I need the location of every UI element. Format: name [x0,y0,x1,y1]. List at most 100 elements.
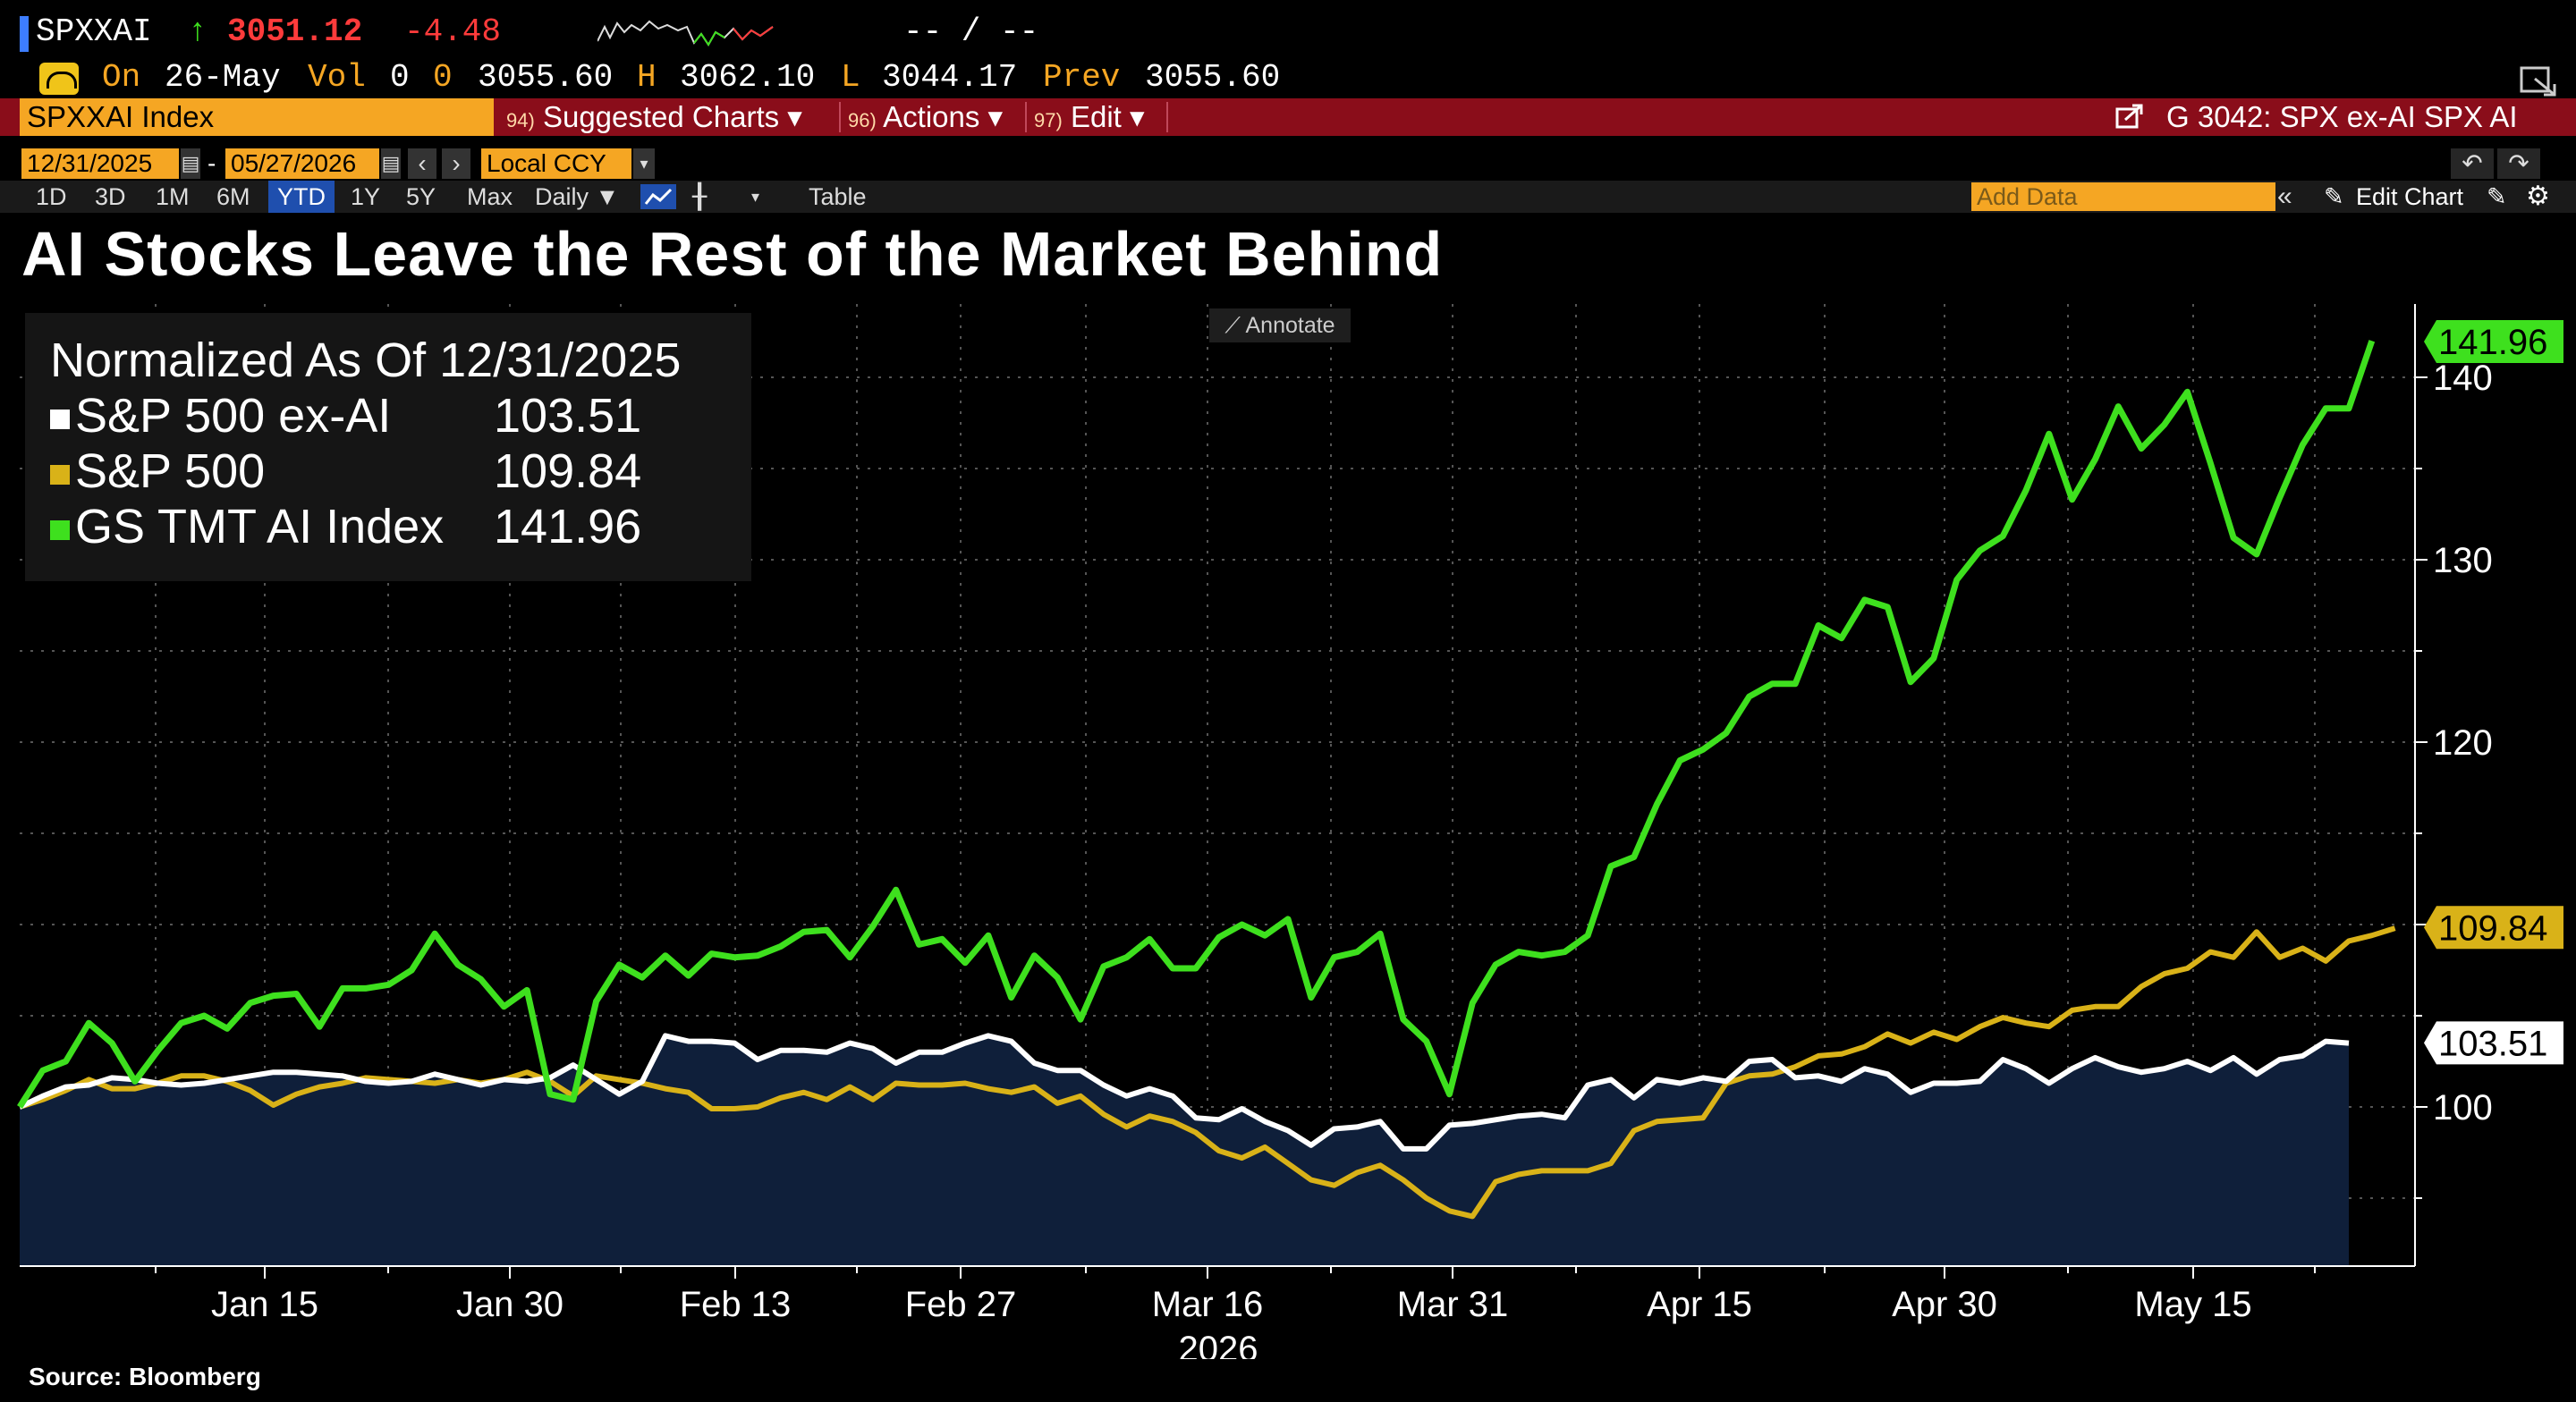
x-tick-label: Feb 27 [905,1285,1017,1324]
date-dash: - [208,149,216,177]
high-label: H [637,59,657,96]
gauge-icon[interactable] [39,63,79,95]
x-tick-label: May 15 [2134,1285,2251,1324]
badge-gs-tmt-ai: 141.96 [2424,320,2563,364]
y-tick-label: 130 [2433,541,2493,580]
legend-item-gs-tmt-ai: GS TMT AI Index 141.96 [50,499,641,554]
tf-max[interactable]: Max [467,183,513,210]
edit-chart-button[interactable]: Edit Chart [2356,183,2464,210]
annotate-label: Annotate [1245,313,1335,338]
x-axis: Jan 15 Jan 30 Feb 13 Feb 27 Mar 16 Mar 31 Apr … [155,1266,2316,1359]
tf-5y[interactable]: 5Y [406,183,436,210]
menu-separator [839,102,841,132]
legend-label: S&P 500 [75,444,266,498]
menu-number: 96) [848,109,877,131]
tf-1d[interactable]: 1D [36,183,67,210]
legend-value: 103.51 [494,389,642,443]
x-tick-label: Mar 31 [1397,1285,1509,1324]
tf-3d[interactable]: 3D [95,183,126,210]
last-price: 3051.12 [227,13,363,50]
tf-ytd[interactable]: YTD [268,181,335,213]
series-line-gs-tmt-ai [17,340,2376,1109]
badge-label: 141.96 [2438,323,2547,362]
end-date-field[interactable]: 05/27/2026 [225,148,379,179]
table-button[interactable]: Table [809,183,867,210]
legend-value: 141.96 [494,500,642,553]
currency-select[interactable]: Local CCY [481,148,631,179]
up-arrow-icon: ↑ [188,13,208,50]
frequency-select[interactable]: Daily ▼ [535,183,620,210]
redo-icon[interactable]: ↷ [2497,148,2540,179]
prev-period-icon[interactable]: ‹ [408,148,436,179]
date-row: 12/31/2025 ▤ - 05/27/2026 ▤ ‹ › Local CC… [0,148,2576,179]
annotate-button[interactable]: ⟋ Annotate [1209,308,1351,342]
pencil-icon[interactable]: ✎ [2324,183,2344,210]
next-period-icon[interactable]: › [442,148,470,179]
ticker-symbol[interactable]: SPXXAI [36,13,152,50]
series-line-sp500-ex-ai [18,1033,2350,1152]
command-bar: SPXXAI Index 94) Suggested Charts ▾ 96) … [0,98,2576,136]
price-change: -4.48 [404,13,502,50]
on-label: On [102,59,141,96]
quote-date: 26-May [165,59,281,96]
y-axis: 100 120 130 140 [2415,359,2493,1199]
gear-icon[interactable]: ⚙ [2526,182,2550,211]
legend: Normalized As Of 12/31/2025 S&P 500 ex-A… [25,313,751,581]
x-year-label: 2026 [1179,1330,1258,1359]
x-tick-label: Apr 15 [1647,1285,1752,1324]
security-field[interactable]: SPXXAI Index [20,98,494,136]
quote-row: On 26-May Vol 0 0 3055.60 H 3062.10 L 30… [0,57,2576,98]
start-date-field[interactable]: 12/31/2025 [21,148,179,179]
edit-icon[interactable]: ✎ [2487,183,2507,210]
legend-swatch [50,464,70,485]
chevron-down-icon[interactable]: ▾ [751,188,760,206]
undo-icon[interactable]: ↶ [2451,148,2494,179]
legend-value: 109.84 [494,444,642,498]
badge-sp500: 109.84 [2424,906,2563,950]
legend-swatch [50,519,70,540]
line-chart-icon[interactable] [640,184,676,209]
menu-suggested-charts[interactable]: 94) Suggested Charts ▾ [506,98,802,136]
menu-actions[interactable]: 96) Actions ▾ [848,98,1003,136]
chevron-down-icon[interactable]: ▾ [633,148,655,179]
chart-title: AI Stocks Leave the Rest of the Market B… [21,219,1444,289]
volume: 0 [390,59,410,96]
tf-6m[interactable]: 6M [216,183,250,210]
add-data-input[interactable]: Add Data [1971,182,2275,211]
legend-item-sp500: S&P 500 109.84 [50,443,641,499]
prev-price: 3055.60 [1145,59,1281,96]
badge-label: 109.84 [2438,908,2547,948]
legend-swatch [50,409,70,429]
chart-id: G 3042: SPX ex-AI SPX AI [2166,100,2518,133]
series-area-sp500-ex-ai [20,1035,2349,1266]
y-tick-label: 120 [2433,723,2493,763]
open-price: 3055.60 [478,59,614,96]
sparkline-icon [597,20,774,46]
source-note: Source: Bloomberg [29,1363,261,1390]
calendar-icon[interactable]: ▤ [381,148,401,179]
tf-1y[interactable]: 1Y [351,183,381,210]
popout-icon[interactable] [2519,61,2558,97]
calendar-icon[interactable]: ▤ [181,148,200,179]
legend-label: S&P 500 ex-AI [75,389,392,443]
low-price: 3044.17 [882,59,1018,96]
tf-1m[interactable]: 1M [156,183,190,210]
external-link-icon[interactable] [2114,104,2145,131]
prev-label: Prev [1043,59,1121,96]
menu-number: 97) [1034,109,1063,131]
y-tick-label: 140 [2433,359,2493,398]
timeframe-bar: 1D 3D 1M 6M YTD 1Y 5Y Max Daily ▼ ╂ ▾ Ta… [0,181,2576,213]
x-tick-label: Feb 13 [680,1285,792,1324]
candlestick-icon[interactable]: ╂ [692,183,708,210]
y-tick-label: 100 [2433,1088,2493,1128]
legend-header: Normalized As Of 12/31/2025 [50,334,682,387]
vol-label: Vol [308,59,366,96]
low-label: L [841,59,860,96]
x-tick-label: Apr 30 [1892,1285,1997,1324]
legend-label: GS TMT AI Index [75,500,445,553]
badge-sp500-ex-ai: 103.51 [2424,1021,2563,1065]
high-price: 3062.10 [680,59,816,96]
collapse-icon[interactable]: « [2277,182,2292,211]
menu-edit[interactable]: 97) Edit ▾ [1034,98,1145,136]
menu-label: Actions ▾ [883,100,1004,133]
